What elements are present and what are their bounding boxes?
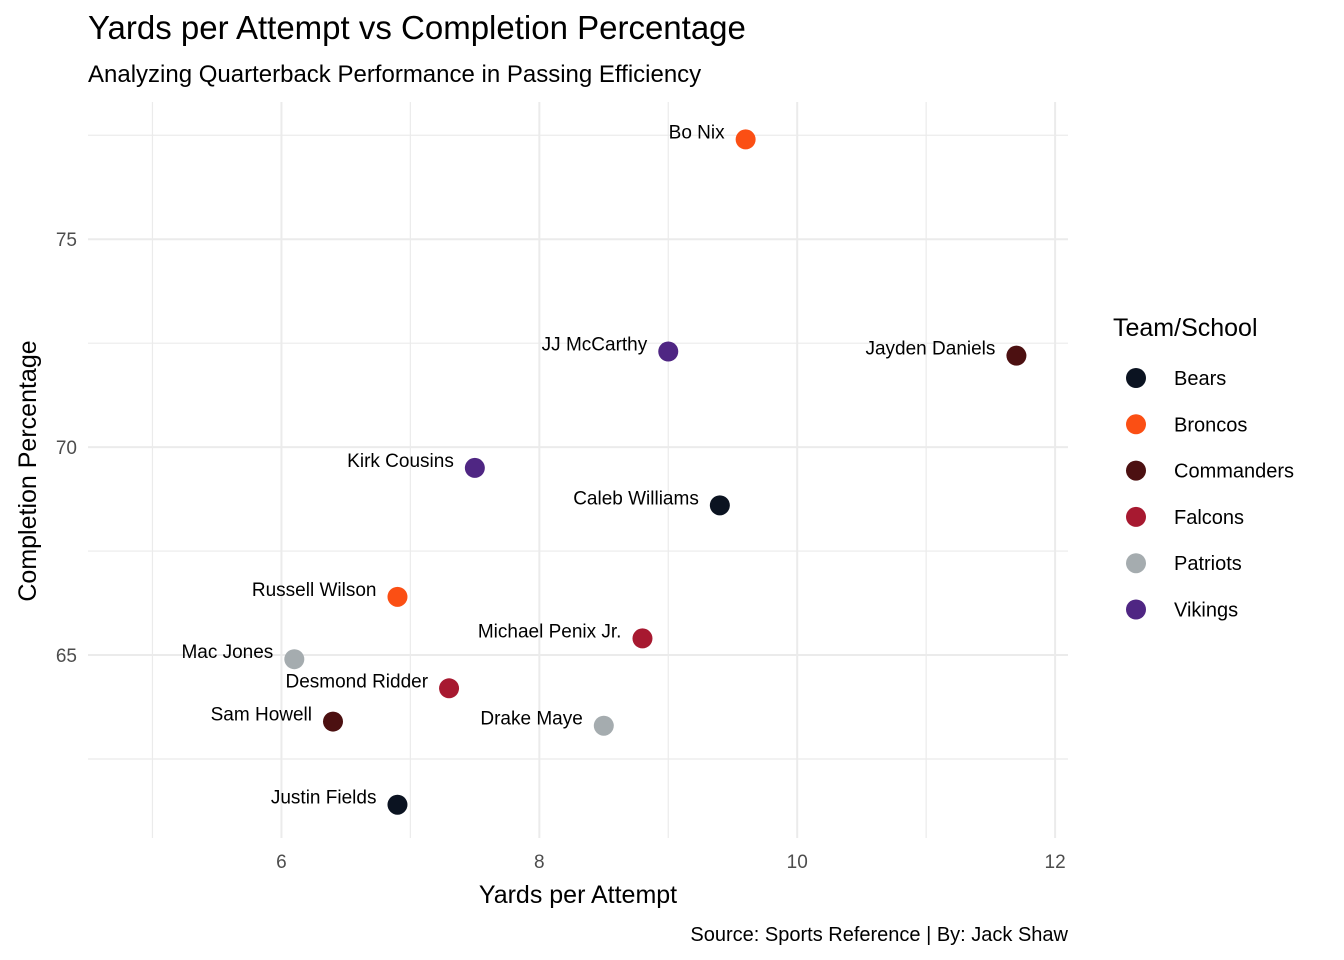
- y-tick-label: 70: [56, 438, 77, 459]
- y-tick-label: 65: [56, 646, 77, 667]
- x-tick-label: 8: [534, 852, 545, 873]
- legend: Bears Broncos Commanders Falcons Patriots Vik…: [1126, 368, 1294, 622]
- legend-label: Falcons: [1174, 507, 1244, 529]
- data-point: [593, 715, 614, 736]
- point-label: Mac Jones: [181, 642, 273, 663]
- legend-label: Vikings: [1174, 600, 1238, 622]
- data-point: [284, 649, 305, 670]
- x-tick-label: 12: [1045, 852, 1066, 873]
- chart-subtitle: Analyzing Quarterback Performance in Pas…: [88, 61, 701, 88]
- legend-title: Team/School: [1113, 314, 1258, 342]
- legend-key: [1126, 553, 1146, 574]
- point-label: Sam Howell: [211, 705, 312, 726]
- y-axis-ticks: 65 70 75: [56, 230, 77, 667]
- legend-key: [1126, 414, 1146, 435]
- point-label: Justin Fields: [271, 788, 377, 809]
- x-axis-title: Yards per Attempt: [479, 881, 677, 909]
- legend-key: [1126, 599, 1146, 620]
- legend-key: [1126, 506, 1146, 527]
- legend-label: Commanders: [1174, 461, 1294, 483]
- data-point: [709, 495, 730, 516]
- data-point: [735, 129, 756, 150]
- point-label: Drake Maye: [480, 709, 582, 730]
- plot-grid: [88, 102, 1068, 838]
- legend-key: [1126, 368, 1146, 388]
- legend-label: Broncos: [1174, 414, 1247, 436]
- data-point: [1006, 345, 1027, 366]
- chart-caption: Source: Sports Reference | By: Jack Shaw: [690, 924, 1068, 946]
- point-label: Michael Penix Jr.: [478, 621, 622, 642]
- x-axis-ticks: 6 8 10 12: [276, 852, 1066, 873]
- data-point: [323, 711, 343, 732]
- y-tick-label: 75: [56, 230, 77, 251]
- data-point: [387, 586, 408, 607]
- point-label: JJ McCarthy: [542, 334, 648, 355]
- point-labels: Bo Nix JJ McCarthy Jayden Daniels Kirk Cous…: [181, 122, 995, 808]
- legend-label: Patriots: [1174, 553, 1242, 575]
- y-axis-title: Completion Percentage: [14, 340, 42, 601]
- chart-title: Yards per Attempt vs Completion Percenta…: [88, 9, 746, 46]
- data-point: [658, 341, 679, 362]
- point-label: Desmond Ridder: [285, 671, 428, 692]
- data-point: [464, 457, 485, 478]
- point-label: Jayden Daniels: [865, 339, 995, 360]
- data-point: [387, 794, 408, 815]
- data-point: [439, 678, 460, 699]
- x-tick-label: 6: [276, 852, 287, 873]
- point-label: Bo Nix: [669, 122, 725, 143]
- legend-key: [1126, 460, 1146, 481]
- point-label: Russell Wilson: [252, 580, 377, 601]
- point-label: Caleb Williams: [573, 488, 699, 509]
- x-tick-label: 10: [787, 852, 808, 873]
- data-points: [284, 129, 1027, 815]
- point-label: Kirk Cousins: [347, 451, 454, 472]
- legend-label: Bears: [1174, 368, 1226, 390]
- data-point: [632, 628, 653, 649]
